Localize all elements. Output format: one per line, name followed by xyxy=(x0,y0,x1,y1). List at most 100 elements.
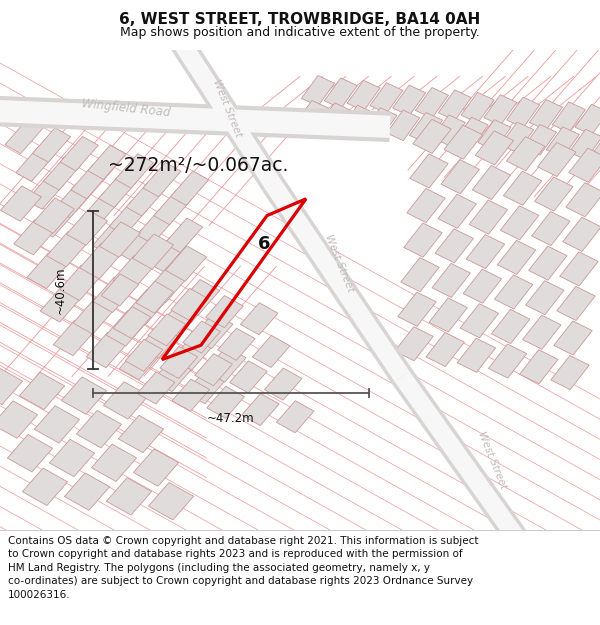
Polygon shape xyxy=(67,210,107,245)
Polygon shape xyxy=(136,281,173,313)
Polygon shape xyxy=(265,368,302,400)
Polygon shape xyxy=(19,372,65,409)
Polygon shape xyxy=(444,125,482,159)
Text: 6: 6 xyxy=(258,236,270,253)
Polygon shape xyxy=(494,275,533,309)
Polygon shape xyxy=(82,192,120,226)
Polygon shape xyxy=(106,478,152,515)
Polygon shape xyxy=(106,311,147,346)
Text: West Street: West Street xyxy=(211,78,243,139)
Polygon shape xyxy=(488,344,527,378)
Polygon shape xyxy=(76,411,122,448)
Polygon shape xyxy=(64,473,110,510)
Polygon shape xyxy=(523,124,557,155)
Polygon shape xyxy=(43,156,82,190)
Polygon shape xyxy=(295,101,329,131)
Polygon shape xyxy=(60,136,98,171)
Polygon shape xyxy=(386,110,420,141)
Polygon shape xyxy=(500,206,539,240)
Polygon shape xyxy=(475,131,514,165)
Polygon shape xyxy=(457,338,496,372)
Text: Contains OS data © Crown copyright and database right 2021. This information is : Contains OS data © Crown copyright and d… xyxy=(8,536,478,600)
Polygon shape xyxy=(460,304,499,338)
Polygon shape xyxy=(520,350,558,384)
Polygon shape xyxy=(398,292,436,326)
Polygon shape xyxy=(395,327,433,361)
Polygon shape xyxy=(88,145,126,179)
Polygon shape xyxy=(119,344,160,380)
Polygon shape xyxy=(569,148,600,182)
Polygon shape xyxy=(253,336,290,367)
Polygon shape xyxy=(61,377,107,414)
Polygon shape xyxy=(139,322,180,358)
Polygon shape xyxy=(552,102,586,132)
Polygon shape xyxy=(148,482,194,520)
Polygon shape xyxy=(526,281,564,315)
Polygon shape xyxy=(40,287,81,322)
Polygon shape xyxy=(497,241,536,274)
Polygon shape xyxy=(484,95,517,125)
Polygon shape xyxy=(218,328,255,360)
Text: West Street: West Street xyxy=(476,430,508,491)
Polygon shape xyxy=(34,198,74,233)
Polygon shape xyxy=(126,289,167,324)
Polygon shape xyxy=(113,256,154,291)
Polygon shape xyxy=(557,286,595,321)
Text: ~272m²/~0.067ac.: ~272m²/~0.067ac. xyxy=(108,156,289,175)
Polygon shape xyxy=(98,173,137,208)
Polygon shape xyxy=(91,444,137,481)
Polygon shape xyxy=(137,209,175,244)
Polygon shape xyxy=(179,279,220,315)
Text: West Street: West Street xyxy=(323,233,355,294)
Polygon shape xyxy=(118,416,164,452)
Polygon shape xyxy=(159,301,200,336)
Polygon shape xyxy=(472,166,511,199)
Polygon shape xyxy=(409,112,443,143)
Polygon shape xyxy=(73,299,114,334)
Polygon shape xyxy=(171,288,208,321)
Polygon shape xyxy=(100,222,140,258)
Polygon shape xyxy=(154,190,192,224)
Polygon shape xyxy=(241,302,278,335)
Polygon shape xyxy=(364,107,397,138)
Polygon shape xyxy=(491,309,530,344)
Polygon shape xyxy=(551,356,589,389)
Polygon shape xyxy=(461,92,494,123)
Polygon shape xyxy=(438,90,472,121)
Polygon shape xyxy=(207,386,244,418)
Polygon shape xyxy=(80,244,121,279)
Polygon shape xyxy=(432,263,470,298)
Polygon shape xyxy=(47,231,88,267)
Polygon shape xyxy=(0,368,23,404)
Polygon shape xyxy=(318,103,352,133)
Polygon shape xyxy=(301,76,335,106)
Polygon shape xyxy=(137,372,175,404)
Polygon shape xyxy=(415,88,449,118)
Polygon shape xyxy=(535,177,573,211)
Text: Wingfield Road: Wingfield Road xyxy=(81,98,171,119)
Polygon shape xyxy=(172,335,213,370)
Polygon shape xyxy=(432,115,466,146)
Polygon shape xyxy=(407,189,445,222)
Polygon shape xyxy=(133,234,173,269)
Polygon shape xyxy=(113,307,151,339)
Polygon shape xyxy=(503,171,542,205)
Polygon shape xyxy=(532,211,570,246)
Polygon shape xyxy=(120,229,158,263)
Polygon shape xyxy=(125,339,163,371)
Polygon shape xyxy=(152,356,193,392)
Polygon shape xyxy=(195,354,232,386)
Polygon shape xyxy=(575,104,600,135)
Polygon shape xyxy=(546,127,580,158)
Polygon shape xyxy=(506,97,540,128)
Polygon shape xyxy=(101,274,139,306)
Polygon shape xyxy=(170,171,209,206)
Polygon shape xyxy=(370,82,403,113)
Polygon shape xyxy=(126,182,164,216)
Polygon shape xyxy=(148,238,186,272)
Polygon shape xyxy=(463,269,502,303)
Text: ~47.2m: ~47.2m xyxy=(207,412,255,426)
Polygon shape xyxy=(0,401,38,438)
Polygon shape xyxy=(54,184,92,218)
Polygon shape xyxy=(230,361,267,393)
